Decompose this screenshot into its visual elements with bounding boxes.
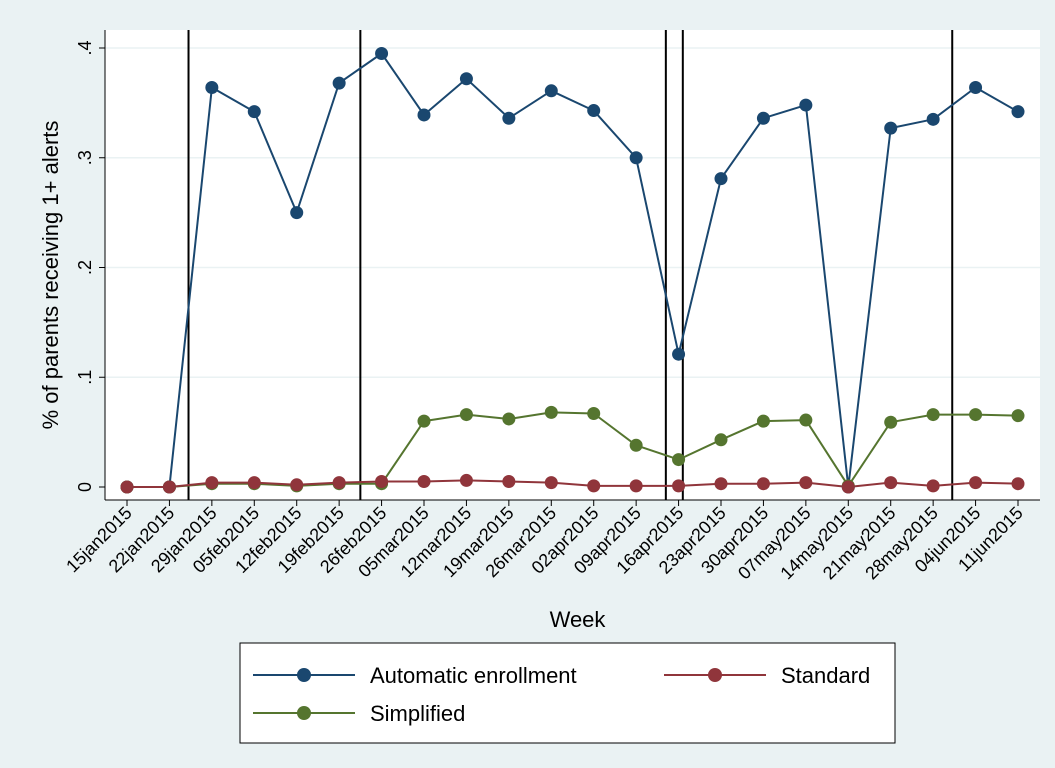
- data-point: [799, 98, 813, 112]
- data-point: [247, 105, 261, 119]
- data-point: [1011, 409, 1025, 423]
- data-point: [417, 475, 431, 489]
- data-point: [417, 108, 431, 122]
- data-point: [1011, 477, 1025, 491]
- data-point: [714, 433, 728, 447]
- data-point: [332, 76, 346, 90]
- data-point: [884, 415, 898, 429]
- data-point: [459, 473, 473, 487]
- legend-swatch-marker: [708, 668, 722, 682]
- legend-label: Simplified: [370, 701, 465, 726]
- data-point: [290, 206, 304, 220]
- data-point: [629, 479, 643, 493]
- data-point: [884, 476, 898, 490]
- data-point: [162, 480, 176, 494]
- series-line: [127, 52, 1019, 488]
- y-tick-label: .3: [75, 150, 95, 165]
- data-point: [629, 438, 643, 452]
- gridlines: [105, 47, 1040, 378]
- data-point: [926, 112, 940, 126]
- data-point: [459, 408, 473, 422]
- data-point: [587, 479, 601, 493]
- data-point: [544, 84, 558, 98]
- data-point: [332, 476, 346, 490]
- data-point: [502, 475, 516, 489]
- series-lines: [127, 52, 1019, 488]
- data-point: [587, 406, 601, 420]
- data-point: [799, 413, 813, 427]
- data-point: [205, 476, 219, 490]
- data-point: [672, 347, 686, 361]
- data-point: [926, 408, 940, 422]
- legend-label: Standard: [781, 663, 870, 688]
- legend-swatch-marker: [297, 706, 311, 720]
- data-point: [502, 412, 516, 426]
- legend-entry-simplified: Simplified: [253, 701, 465, 726]
- data-point: [120, 480, 134, 494]
- data-point: [375, 46, 389, 60]
- data-point: [502, 111, 516, 125]
- data-point: [756, 111, 770, 125]
- plot-area: [105, 30, 1040, 500]
- data-point: [926, 479, 940, 493]
- data-point: [417, 414, 431, 428]
- data-point: [544, 405, 558, 419]
- data-point: [799, 476, 813, 490]
- data-point: [672, 479, 686, 493]
- legend-swatch-marker: [297, 668, 311, 682]
- data-point: [544, 476, 558, 490]
- data-point: [969, 81, 983, 95]
- data-point: [884, 121, 898, 135]
- y-axis-ticks: 0 .1 .2 .3 .4: [75, 40, 105, 492]
- legend-entry-automatic-enrollment: Automatic enrollment: [253, 663, 577, 688]
- data-point: [587, 104, 601, 118]
- data-point: [290, 478, 304, 492]
- y-tick-label: 0: [75, 482, 95, 492]
- y-tick-label: .4: [75, 40, 95, 55]
- data-point: [672, 453, 686, 467]
- series-line: [127, 479, 1019, 488]
- data-point: [375, 475, 389, 489]
- legend-entry-standard: Standard: [664, 663, 870, 688]
- data-point: [714, 477, 728, 491]
- data-point: [714, 172, 728, 186]
- data-point: [247, 476, 261, 490]
- data-point: [629, 151, 643, 165]
- x-axis-title: Week: [550, 607, 607, 632]
- data-point: [969, 408, 983, 422]
- data-point: [756, 414, 770, 428]
- vertical-reference-lines: [187, 30, 954, 500]
- legend-label: Automatic enrollment: [370, 663, 577, 688]
- legend-box: [239, 642, 896, 744]
- y-tick-label: .2: [75, 260, 95, 275]
- data-point: [969, 476, 983, 490]
- series-line: [127, 411, 1019, 488]
- y-axis-title: % of parents receiving 1+ alerts: [38, 121, 63, 430]
- data-point: [205, 81, 219, 95]
- series-points: [120, 46, 1025, 494]
- legend: Automatic enrollment Standard Simplified: [239, 642, 896, 744]
- data-point: [841, 480, 855, 494]
- data-point: [1011, 105, 1025, 119]
- data-point: [756, 477, 770, 491]
- y-tick-label: .1: [75, 370, 95, 385]
- data-point: [459, 72, 473, 86]
